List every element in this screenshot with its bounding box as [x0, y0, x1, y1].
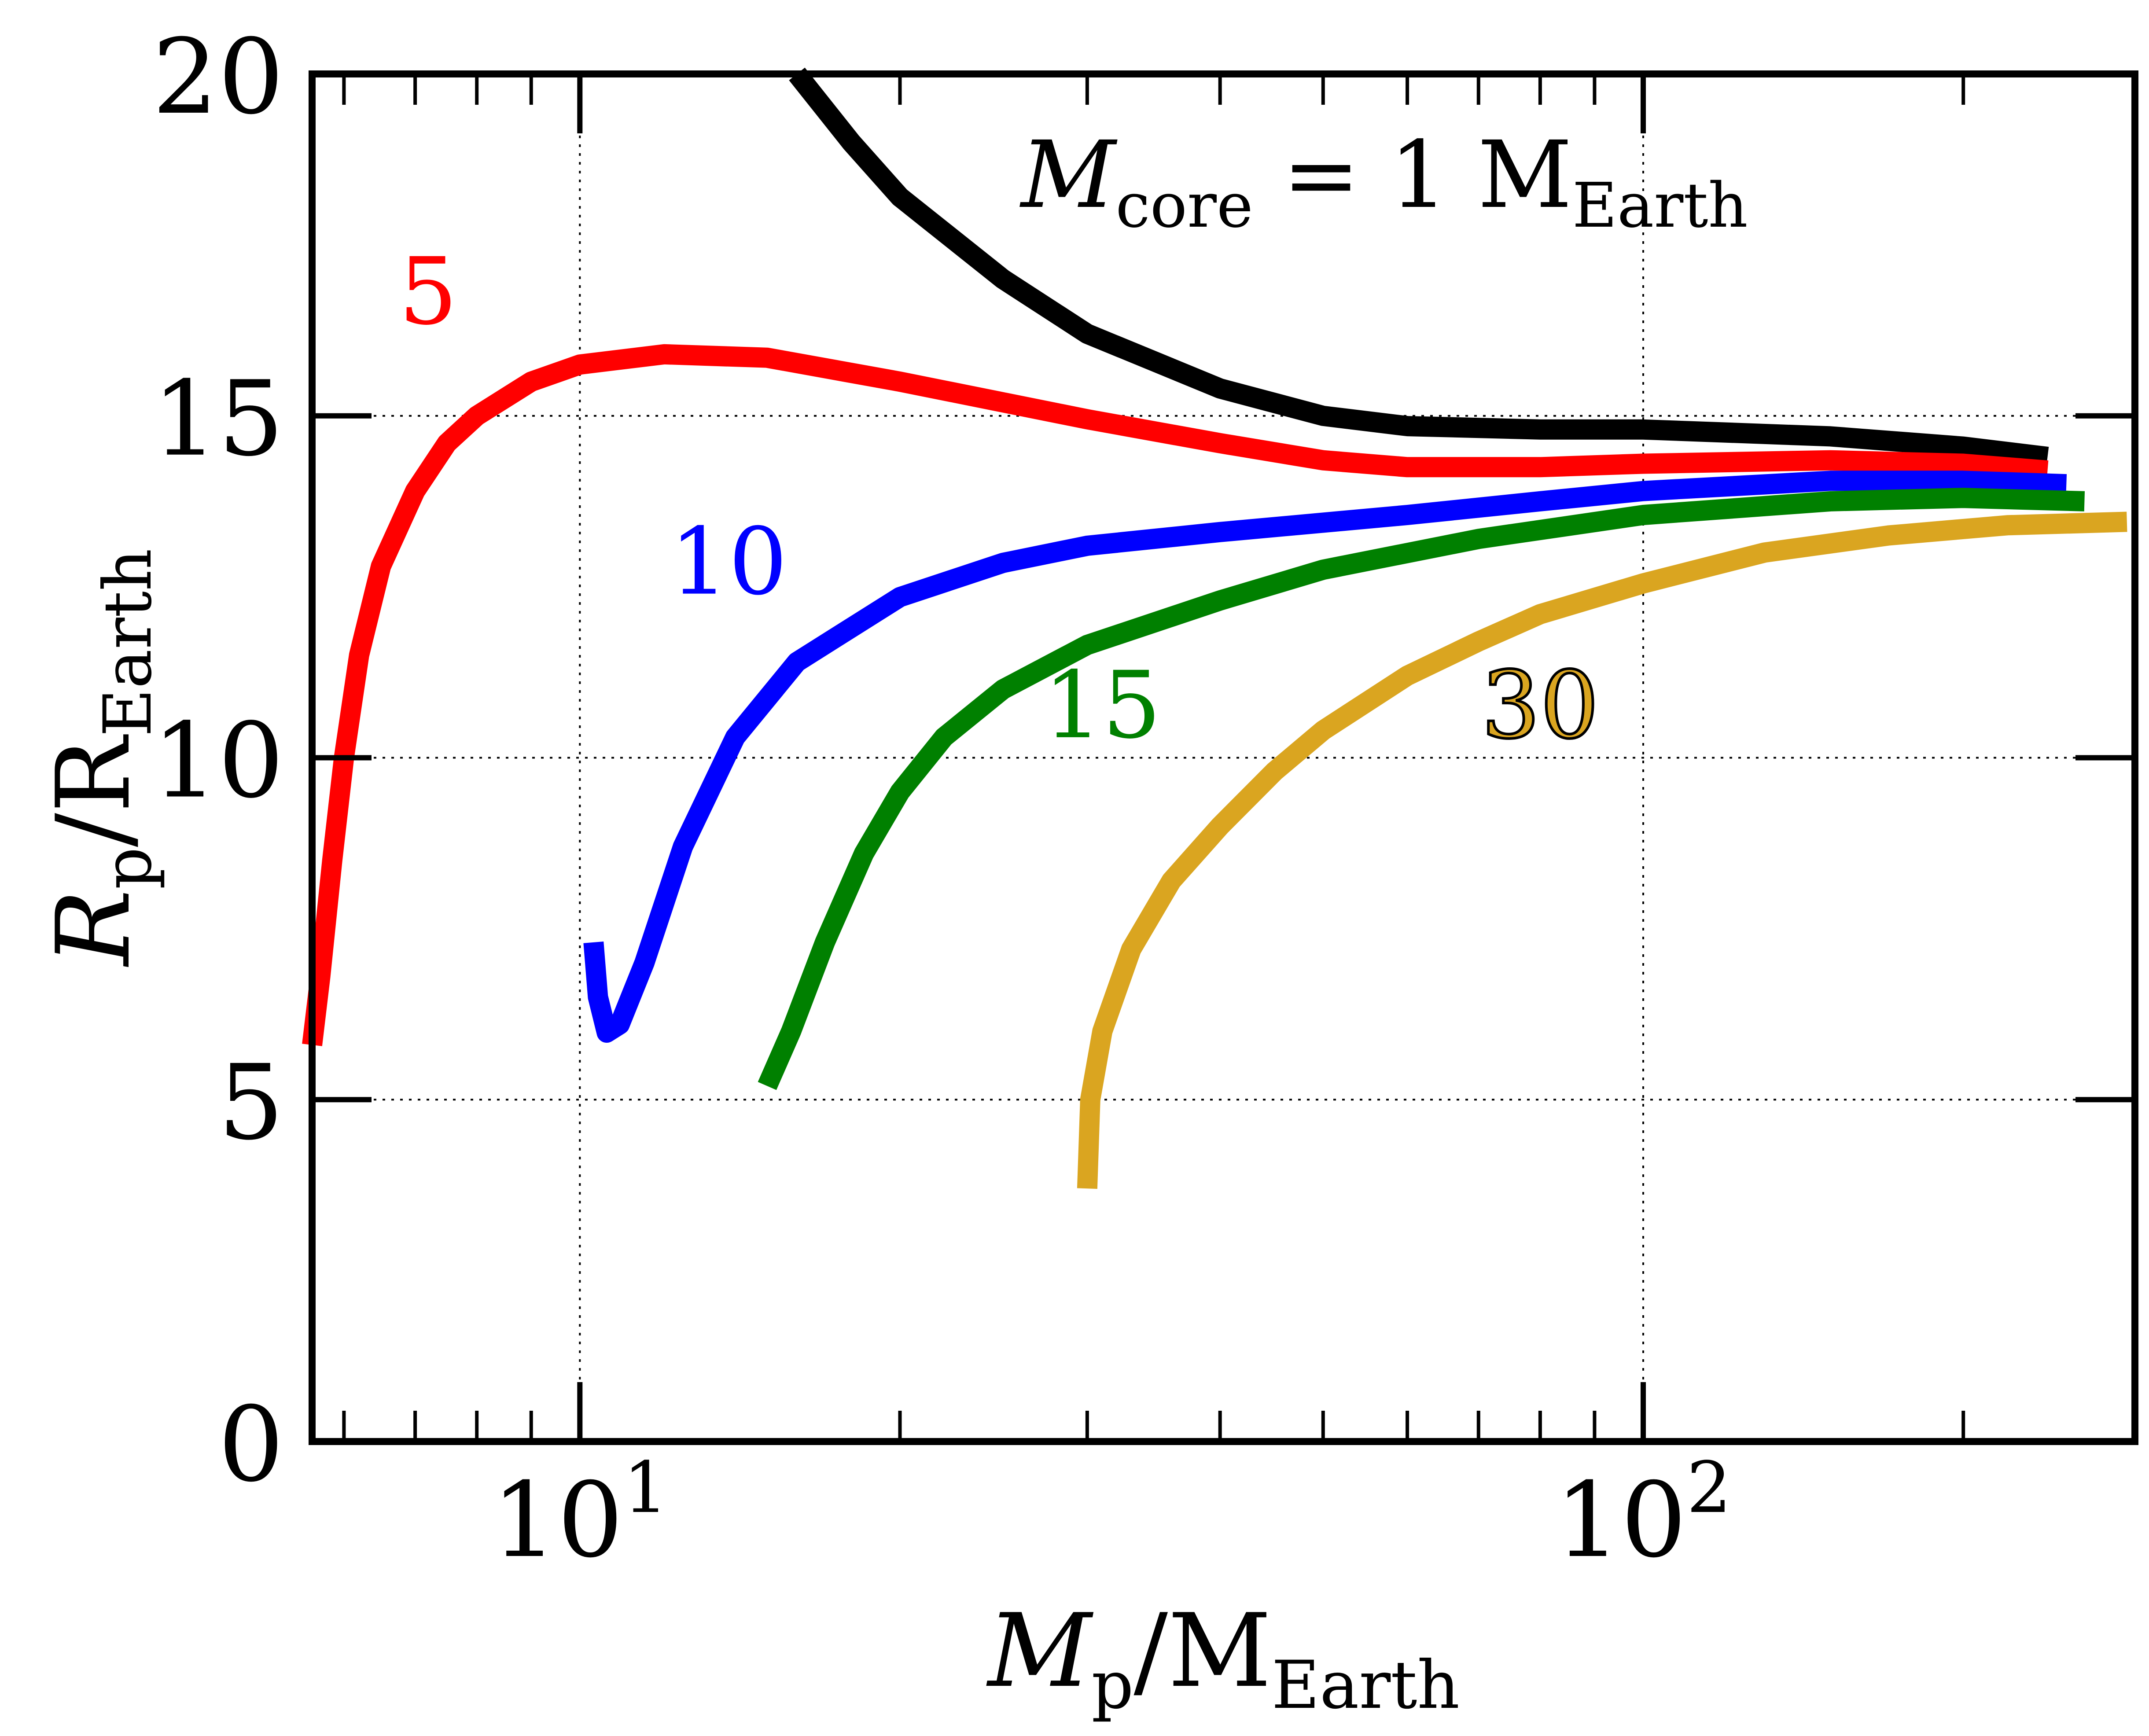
series-line [789, 67, 2049, 467]
y-tick-label: 0 [218, 1385, 284, 1505]
series-label: 15 [1044, 651, 1161, 759]
x-axis-title: Mp/MEarth [986, 1593, 1460, 1724]
y-tick-label: 20 [152, 17, 284, 137]
y-tick-labels: 0 5 10 15 20 [152, 17, 284, 1505]
x-tick-label: 101 [492, 1446, 668, 1581]
x-tick-exponent: 2 [1687, 1446, 1732, 1529]
series-line [1077, 511, 2127, 1189]
series-line [302, 344, 2049, 1046]
series-layer [302, 67, 2127, 1189]
y-tick-label: 15 [152, 359, 284, 479]
x-tick-exponent: 1 [623, 1446, 668, 1529]
x-tick-label: 102 [1555, 1446, 1732, 1581]
y-tick-label: 10 [152, 701, 284, 821]
y-tick-label: 5 [218, 1043, 284, 1163]
series-label: 30 [1481, 651, 1599, 759]
y-axis-title: Rp/REarth [35, 548, 166, 967]
series-line [583, 471, 2067, 1043]
x-tick-base: 10 [1555, 1460, 1687, 1581]
series-label: 5 [399, 238, 458, 346]
series-label: 10 [670, 508, 787, 616]
series-labels: 5 10 15 30 [399, 238, 1601, 761]
axis-ticks [312, 74, 2135, 1442]
x-tick-base: 10 [492, 1460, 623, 1581]
x-tick-labels: 101 102 [492, 1446, 1732, 1581]
series-line [758, 488, 2085, 1090]
core-mass-annotation: Mcore = 1 MEarth [1019, 121, 1748, 242]
